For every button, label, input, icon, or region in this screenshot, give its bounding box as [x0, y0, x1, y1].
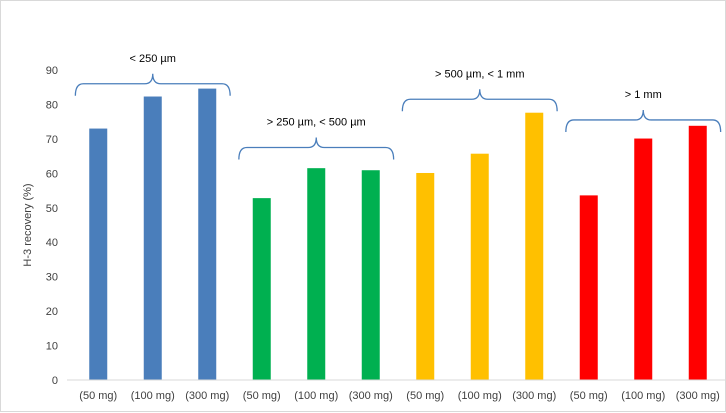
group-bracket	[74, 73, 231, 96]
x-tick-label: (50 mg)	[243, 390, 281, 402]
x-tick-label: (50 mg)	[570, 390, 608, 402]
y-tick-label: 70	[46, 134, 58, 146]
group-label: > 250 µm, < 500 µm	[267, 117, 366, 129]
x-tick-label: (100 mg)	[458, 390, 502, 402]
x-tick-label: (100 mg)	[131, 390, 175, 402]
y-tick-label: 60	[46, 168, 58, 180]
bar	[252, 198, 271, 380]
x-tick-label: (300 mg)	[185, 390, 229, 402]
group-label: > 1 mm	[625, 89, 662, 101]
y-tick-label: 90	[46, 65, 58, 77]
y-tick-label: 0	[52, 375, 58, 387]
bars	[89, 88, 707, 381]
bar	[307, 168, 326, 380]
y-tick-label: 50	[46, 203, 58, 215]
group-label: < 250 µm	[130, 53, 176, 65]
bar	[688, 125, 707, 380]
bar	[470, 153, 489, 380]
y-tick-label: 80	[46, 99, 58, 111]
y-tick-label: 10	[46, 341, 58, 353]
bar	[634, 138, 653, 380]
x-tick-label: (50 mg)	[79, 390, 117, 402]
y-axis-ticks: 0 10 20 30 40 50 60 70 80 90	[46, 65, 58, 387]
bar	[198, 88, 217, 380]
bar	[416, 172, 435, 380]
x-tick-label: (300 mg)	[512, 390, 556, 402]
x-axis-ticks: (50 mg) (100 mg) (300 mg) (50 mg) (100 mg) (3…	[79, 390, 719, 402]
x-tick-label: (300 mg)	[349, 390, 393, 402]
y-tick-label: 40	[46, 237, 58, 249]
bar	[361, 170, 380, 380]
bar	[89, 128, 108, 380]
bar	[525, 112, 544, 381]
bar	[143, 96, 162, 381]
y-tick-label: 20	[46, 306, 58, 318]
y-tick-label: 30	[46, 272, 58, 284]
group-bracket	[238, 137, 395, 160]
x-tick-label: (50 mg)	[406, 390, 444, 402]
x-tick-label: (100 mg)	[621, 390, 665, 402]
x-tick-label: (300 mg)	[676, 390, 720, 402]
bar	[579, 195, 598, 380]
group-bracket	[401, 89, 558, 112]
y-axis-label: H-3 recovery (%)	[22, 183, 34, 266]
group-label: > 500 µm, < 1 mm	[435, 68, 524, 80]
x-tick-label: (100 mg)	[294, 390, 338, 402]
group-brackets: < 250 µm > 250 µm, < 500 µm > 500 µm, < 1 …	[74, 53, 722, 160]
